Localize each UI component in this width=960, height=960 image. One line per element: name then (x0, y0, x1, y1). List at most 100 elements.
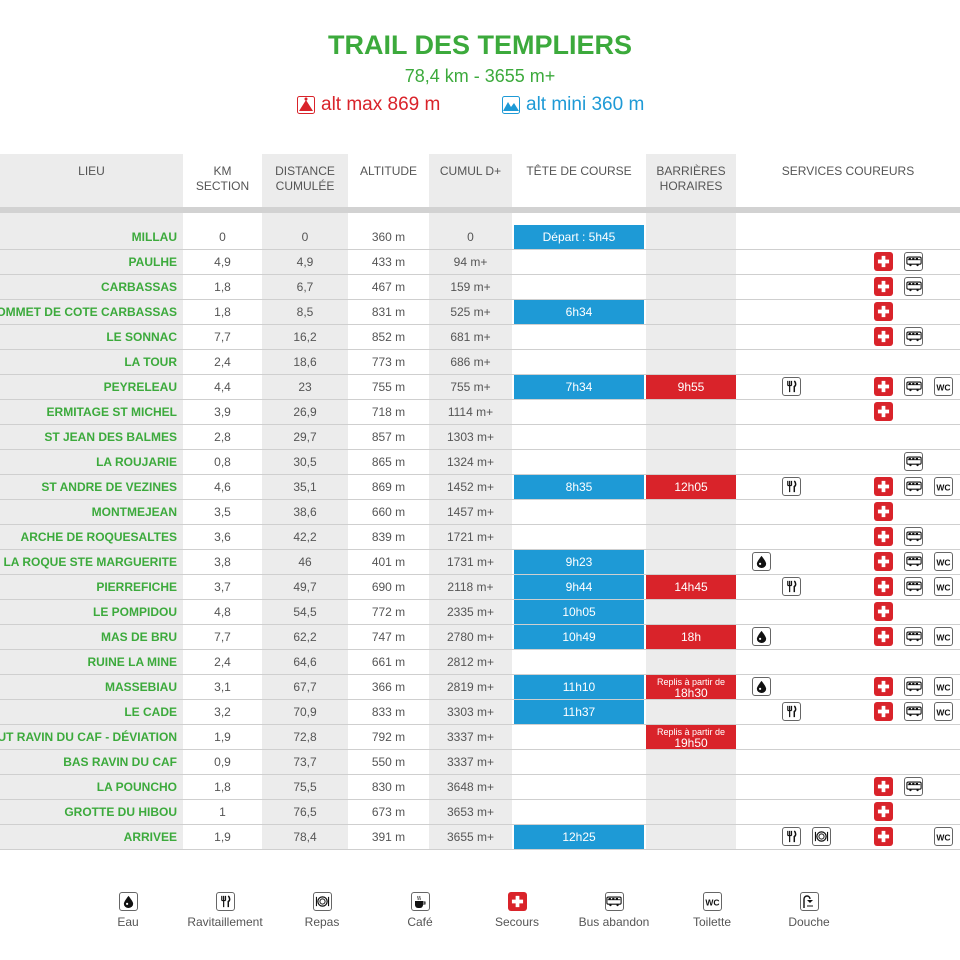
table-row: GROTTE DU HIBOU 1 76,5 673 m 3653 m+ (0, 800, 960, 825)
tete-de-course-time: 7h34 (514, 375, 644, 399)
tete-de-course-time: 11h10 (514, 675, 644, 699)
distance-cell: 42,2 (293, 530, 317, 544)
col-header-barrieres: BARRIÈRES HORAIRES (656, 164, 726, 193)
row-divider (0, 799, 960, 800)
wc-icon: WC (934, 677, 953, 696)
bus-icon (904, 277, 923, 296)
bus-icon (904, 677, 923, 696)
altitude-cell: 830 m (371, 780, 406, 794)
bus-icon (904, 777, 923, 796)
fork-knife-icon (782, 827, 801, 846)
coffee-cup-icon (410, 892, 430, 911)
wc-icon: WC (934, 702, 953, 721)
altitude-cell: 391 m (371, 830, 406, 844)
distance-cell: 75,5 (293, 780, 317, 794)
barriere-horaire-time: 18h (646, 625, 736, 649)
station-name: LE SONNAC (106, 330, 177, 344)
distance-cell: 54,5 (293, 605, 317, 619)
station-name: CARBASSAS (100, 280, 177, 294)
km-section-cell: 3,5 (214, 505, 231, 519)
cumul-cell: 94 m+ (453, 255, 488, 269)
table-row: MASSEBIAU 3,1 67,7 366 m 2819 m+ 11h10 Replis … (0, 675, 960, 700)
station-name: HAUT RAVIN DU CAF - DÉVIATION (0, 730, 177, 744)
km-section-cell: 0,8 (214, 455, 231, 469)
bus-icon (904, 377, 923, 396)
km-section-cell: 4,9 (214, 255, 231, 269)
plate-icon (312, 892, 332, 911)
tete-de-course-time: 6h34 (514, 300, 644, 324)
row-divider (0, 424, 960, 425)
row-divider (0, 549, 960, 550)
altitude-cell: 755 m (371, 380, 406, 394)
distance-cell: 38,6 (293, 505, 317, 519)
fork-knife-icon (782, 577, 801, 596)
legend-item-repas: Repas (272, 892, 372, 929)
altitude-cell: 773 m (371, 355, 406, 369)
red-cross-icon (874, 577, 893, 596)
cumul-cell: 525 m+ (450, 305, 491, 319)
cumul-cell: 2335 m+ (446, 605, 495, 619)
table-row: HAUT RAVIN DU CAF - DÉVIATION 1,9 72,8 792 … (0, 725, 960, 750)
cumul-cell: 1457 m+ (446, 505, 495, 519)
cumul-cell: 3648 m+ (446, 780, 495, 794)
distance-cell: 70,9 (293, 705, 317, 719)
row-divider (0, 774, 960, 775)
altitude-cell: 772 m (371, 605, 406, 619)
cumul-cell: 1452 m+ (446, 480, 495, 494)
distance-cell: 72,8 (293, 730, 317, 744)
legend-label: Bus abandon (578, 915, 650, 929)
page-title: TRAIL DES TEMPLIERS (327, 30, 633, 60)
distance-cell: 67,7 (293, 680, 317, 694)
red-cross-icon (874, 402, 893, 421)
lieu-column-shade (0, 154, 183, 850)
page-subtitle: 78,4 km - 3655 m+ (404, 66, 556, 86)
altitude-cell: 869 m (371, 480, 406, 494)
row-divider (0, 474, 960, 475)
svg-text:WC: WC (936, 832, 950, 842)
table-row: RUINE LA MINE 2,4 64,6 661 m 2812 m+ (0, 650, 960, 675)
altitude-cell: 401 m (371, 555, 406, 569)
station-name: PEYRELEAU (103, 380, 177, 394)
cumul-cell: 2780 m+ (446, 630, 495, 644)
cumul-cell: 2118 m+ (447, 580, 494, 594)
distance-cell: 0 (301, 230, 309, 244)
svg-text:WC: WC (936, 482, 950, 492)
km-section-cell: 1 (219, 805, 226, 819)
red-cross-icon (874, 677, 893, 696)
barriere-horaire-time: Replis à partir de 19h50 (646, 725, 736, 750)
station-name: ARCHE DE ROQUESALTES (20, 530, 177, 544)
distance-cell: 29,7 (293, 430, 317, 444)
tete-de-course-time: 8h35 (514, 475, 644, 499)
km-section-cell: 4,6 (214, 480, 231, 494)
distance-cell: 23 (298, 380, 312, 394)
cumul-cell: 681 m+ (450, 330, 491, 344)
replis-label: Replis à partir de (656, 727, 726, 737)
altitude-cell: 550 m (371, 755, 406, 769)
altitude-cell: 839 m (371, 530, 406, 544)
altitude-cell: 660 m (371, 505, 406, 519)
wc-icon: WC (934, 552, 953, 571)
km-section-cell: 2,8 (214, 430, 231, 444)
table-row: CARBASSAS 1,8 6,7 467 m 159 m+ (0, 275, 960, 300)
col-header-altitude: ALTITUDE (359, 164, 418, 178)
table-row: MAS DE BRU 7,7 62,2 747 m 2780 m+ 10h49 18h WC (0, 625, 960, 650)
legend-item-eau: Eau (78, 892, 178, 929)
station-name: PAULHE (128, 255, 177, 269)
wc-icon: WC (934, 577, 953, 596)
altitude-cell: 857 m (371, 430, 406, 444)
fork-knife-icon (782, 477, 801, 496)
station-name: PIERREFICHE (96, 580, 177, 594)
replis-time: 19h50 (674, 736, 708, 750)
cumul-cell: 159 m+ (450, 280, 491, 294)
table-row: ST JEAN DES BALMES 2,8 29,7 857 m 1303 m+ (0, 425, 960, 450)
svg-text:WC: WC (936, 632, 950, 642)
station-name: GROTTE DU HIBOU (64, 805, 177, 819)
legend-item-douche: Douche (759, 892, 859, 929)
cumul-cell: 3303 m+ (446, 705, 495, 719)
km-section-cell: 4,4 (214, 380, 231, 394)
km-section-cell: 3,6 (214, 530, 231, 544)
tete-de-course-time: 9h44 (514, 575, 644, 599)
km-section-cell: 2,4 (214, 355, 231, 369)
km-section-cell: 7,7 (214, 330, 231, 344)
table-row: MILLAU 0 0 360 m 0 Départ : 5h45 (0, 225, 960, 250)
